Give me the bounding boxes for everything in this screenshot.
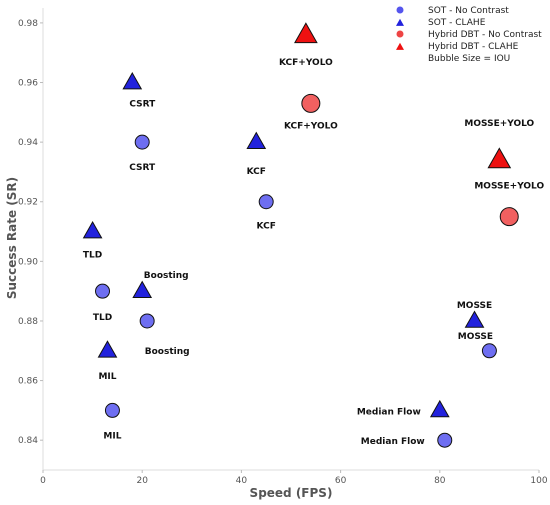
point-label: Median Flow — [361, 437, 425, 447]
point-label: MOSSE — [458, 332, 493, 342]
data-point-circle — [139, 313, 155, 329]
x-tick-label: 20 — [136, 476, 148, 486]
point-labels: CSRT KCF TLD Boosting MIL MOSSE Median Flow CSR… — [83, 58, 545, 447]
data-point-triangle — [294, 22, 318, 44]
point-label: MIL — [103, 431, 121, 441]
point-label: MIL — [98, 372, 116, 382]
legend: SOT - No Contrast SOT - CLAHE Hybrid DBT -… — [396, 6, 542, 64]
data-point-circle — [499, 207, 519, 227]
point-label: CSRT — [129, 163, 156, 173]
point-label: MOSSE+YOLO — [464, 119, 534, 129]
data-point-triangle — [429, 399, 450, 418]
axes: 0 20 40 60 80 100 0.84 0.86 0.88 0.90 0.92 0.94 0.96… — [18, 8, 548, 486]
data-point-circle — [104, 402, 120, 418]
data-point-circle — [301, 93, 321, 113]
y-tick-label: 0.96 — [18, 79, 38, 89]
y-tick-label: 0.94 — [18, 138, 38, 148]
legend-marker-triangle — [396, 18, 404, 26]
data-point-triangle — [487, 147, 512, 169]
y-tick-label: 0.86 — [18, 377, 38, 387]
y-tick-label: 0.88 — [18, 317, 38, 327]
legend-label: Hybrid DBT - CLAHE — [428, 42, 519, 52]
data-marks — [82, 22, 519, 448]
y-tick-label: 0.92 — [18, 198, 38, 208]
y-axis-title: Success Rate (SR) — [5, 177, 19, 299]
legend-label: Hybrid DBT - No Contrast — [428, 30, 542, 40]
point-label: TLD — [93, 313, 112, 323]
legend-label: SOT - No Contrast — [428, 6, 509, 16]
point-label: KCF — [247, 167, 266, 177]
point-label: MOSSE+YOLO — [474, 182, 544, 192]
point-label: KCF+YOLO — [284, 121, 338, 131]
x-tick-label: 40 — [236, 476, 248, 486]
y-tick-label: 0.90 — [18, 257, 38, 267]
x-axis-title: Speed (FPS) — [250, 486, 333, 500]
point-label: MOSSE — [457, 301, 492, 311]
point-label: Boosting — [144, 271, 189, 281]
data-point-circle — [95, 283, 111, 299]
data-point-triangle — [132, 280, 153, 298]
point-label: KCF+YOLO — [279, 58, 333, 68]
y-tick-label: 0.98 — [18, 19, 38, 29]
point-label: CSRT — [129, 100, 156, 110]
data-point-triangle — [246, 131, 267, 149]
point-label: Median Flow — [357, 407, 421, 417]
data-point-circle — [258, 194, 274, 210]
x-tick-label: 0 — [40, 476, 46, 486]
point-label: KCF — [257, 222, 276, 232]
point-label: TLD — [83, 251, 102, 261]
x-tick-label: 60 — [335, 476, 347, 486]
data-point-circle — [437, 432, 453, 448]
legend-marker-triangle — [396, 42, 404, 50]
data-point-circle — [481, 343, 497, 359]
legend-marker-circle — [396, 6, 404, 14]
x-tick-label: 100 — [530, 476, 547, 486]
data-point-triangle — [82, 221, 103, 239]
x-tick-label: 80 — [434, 476, 446, 486]
point-label: Boosting — [145, 347, 190, 357]
data-point-triangle — [97, 340, 118, 358]
y-tick-label: 0.84 — [18, 436, 38, 446]
legend-size-note: Bubble Size = IOU — [428, 54, 510, 64]
data-point-triangle — [464, 310, 485, 328]
legend-marker-circle — [396, 30, 404, 38]
data-point-triangle — [122, 72, 143, 90]
legend-label: SOT - CLAHE — [428, 18, 486, 28]
data-point-circle — [134, 134, 150, 150]
